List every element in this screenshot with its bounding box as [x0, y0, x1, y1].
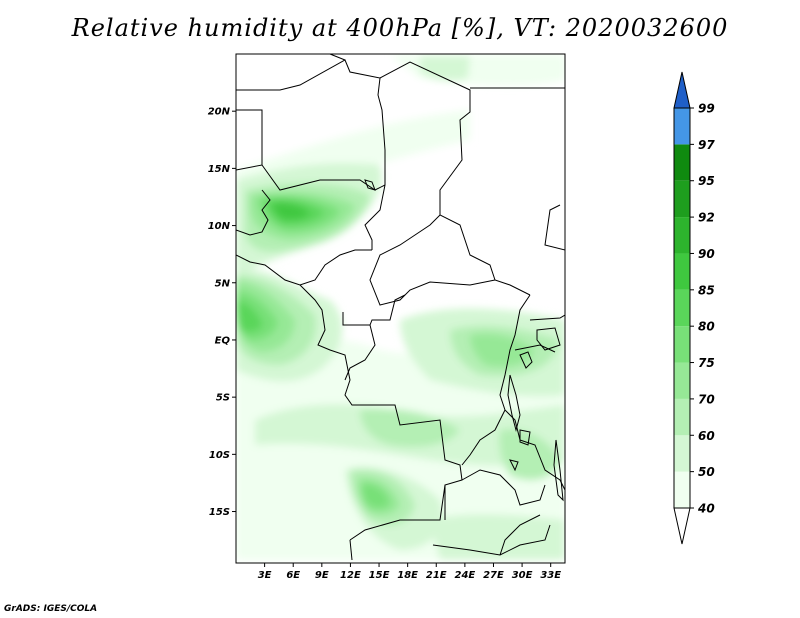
lon-tick-label: 21E	[426, 570, 447, 581]
map-frame	[235, 53, 566, 564]
country-borders	[236, 54, 565, 561]
latitude-axis: 20N 15N 10N 5N EQ 5S 10S 15S	[208, 107, 236, 518]
colorbar-swatch	[674, 180, 690, 218]
colorbar-swatch	[674, 217, 690, 254]
lake-outline	[519, 351, 533, 369]
lat-tick-label: 10N	[208, 221, 231, 232]
colorbar-swatch	[674, 144, 690, 181]
colorbar-label: 85	[698, 283, 715, 297]
border-line	[349, 539, 353, 561]
colorbar-label: 40	[697, 502, 715, 516]
border-line	[329, 54, 346, 61]
humidity-area-50	[420, 56, 470, 81]
lat-tick-label: 5S	[216, 393, 230, 404]
border-line	[499, 294, 531, 441]
colorbar-swatch	[674, 471, 690, 508]
border-line	[529, 314, 565, 321]
humidity-area-70	[470, 333, 535, 367]
colorbar-swatch	[674, 253, 690, 290]
lon-tick-label: 12E	[340, 570, 361, 581]
lon-tick-label: 18E	[397, 570, 418, 581]
colorbar-label: 60	[698, 429, 715, 443]
border-line	[432, 524, 551, 556]
colorbar-low-triangle	[673, 507, 691, 545]
humidity-area-60	[499, 429, 560, 480]
lon-tick-label: 9E	[315, 570, 329, 581]
colorbar-swatch	[674, 326, 690, 363]
lake-outline	[519, 429, 531, 446]
lake-outline	[536, 327, 561, 351]
colorbar-label: 75	[698, 356, 715, 370]
border-line	[461, 409, 506, 466]
lat-tick-label: 20N	[208, 107, 231, 118]
border-line	[299, 284, 463, 520]
border-line	[344, 324, 376, 381]
border-line	[544, 115, 565, 251]
lon-tick-label: 24E	[454, 570, 475, 581]
lon-tick-label: 15E	[369, 570, 390, 581]
border-line	[342, 294, 406, 326]
colorbar-label: 95	[698, 174, 715, 188]
colorbar-swatch	[674, 435, 690, 472]
lakes	[364, 179, 564, 502]
longitude-axis: 3E 6E 9E 12E 15E 18E 21E 24E 27E 30E 33E	[258, 563, 561, 581]
colorbar-frame	[673, 107, 691, 509]
colorbar-label: 50	[698, 465, 715, 479]
lat-tick-label: EQ	[215, 335, 231, 346]
border-line	[349, 484, 446, 541]
lake-outline	[507, 374, 521, 432]
humidity-area-40	[390, 55, 565, 86]
lon-tick-label: 30E	[512, 570, 533, 581]
lat-tick-label: 10S	[209, 450, 230, 461]
colorbar-label: 92	[698, 211, 715, 225]
border-line	[236, 189, 271, 236]
humidity-area-75	[361, 483, 390, 509]
lon-tick-label: 33E	[540, 570, 561, 581]
border-line	[379, 61, 531, 296]
humidity-area-85	[272, 203, 310, 220]
lake-outline	[509, 459, 519, 472]
colorbar-label: 97	[698, 138, 715, 152]
border-line	[364, 184, 386, 250]
border-line	[369, 214, 496, 306]
colorbar-swatch	[674, 289, 690, 327]
lake-outline	[553, 439, 564, 502]
lat-tick-label: 5N	[215, 278, 231, 289]
border-line	[236, 249, 372, 286]
colorbar-swatch	[674, 362, 690, 399]
colorbar-high-triangle	[673, 71, 691, 109]
colorbar-legend: 40 50 60 70 75 80 85 90 92 95 97 99	[673, 71, 715, 545]
colorbar-label: 90	[698, 247, 715, 261]
lon-tick-label: 27E	[483, 570, 504, 581]
humidity-area-60	[360, 408, 460, 447]
lake-outline	[364, 179, 376, 191]
border-line	[461, 469, 546, 506]
colorbar-label: 99	[698, 102, 715, 116]
humidity-field	[236, 55, 565, 560]
lon-tick-label: 3E	[258, 570, 272, 581]
colorbar-swatch	[674, 398, 690, 436]
software-credit: GrADS: IGES/COLA	[4, 604, 98, 614]
map-title: Relative humidity at 400hPa [%], VT: 202…	[71, 14, 729, 42]
lat-tick-label: 15S	[209, 507, 230, 518]
border-line	[236, 59, 386, 185]
border-line	[514, 344, 556, 353]
humidity-area-80	[236, 300, 263, 333]
lat-tick-label: 15N	[208, 164, 231, 175]
border-line	[236, 109, 263, 165]
lon-tick-label: 6E	[286, 570, 300, 581]
colorbar-label: 80	[698, 320, 715, 334]
colorbar-swatch	[674, 108, 690, 145]
colorbar-label: 70	[698, 392, 715, 406]
humidity-area-50	[430, 514, 565, 560]
border-line	[499, 514, 541, 556]
